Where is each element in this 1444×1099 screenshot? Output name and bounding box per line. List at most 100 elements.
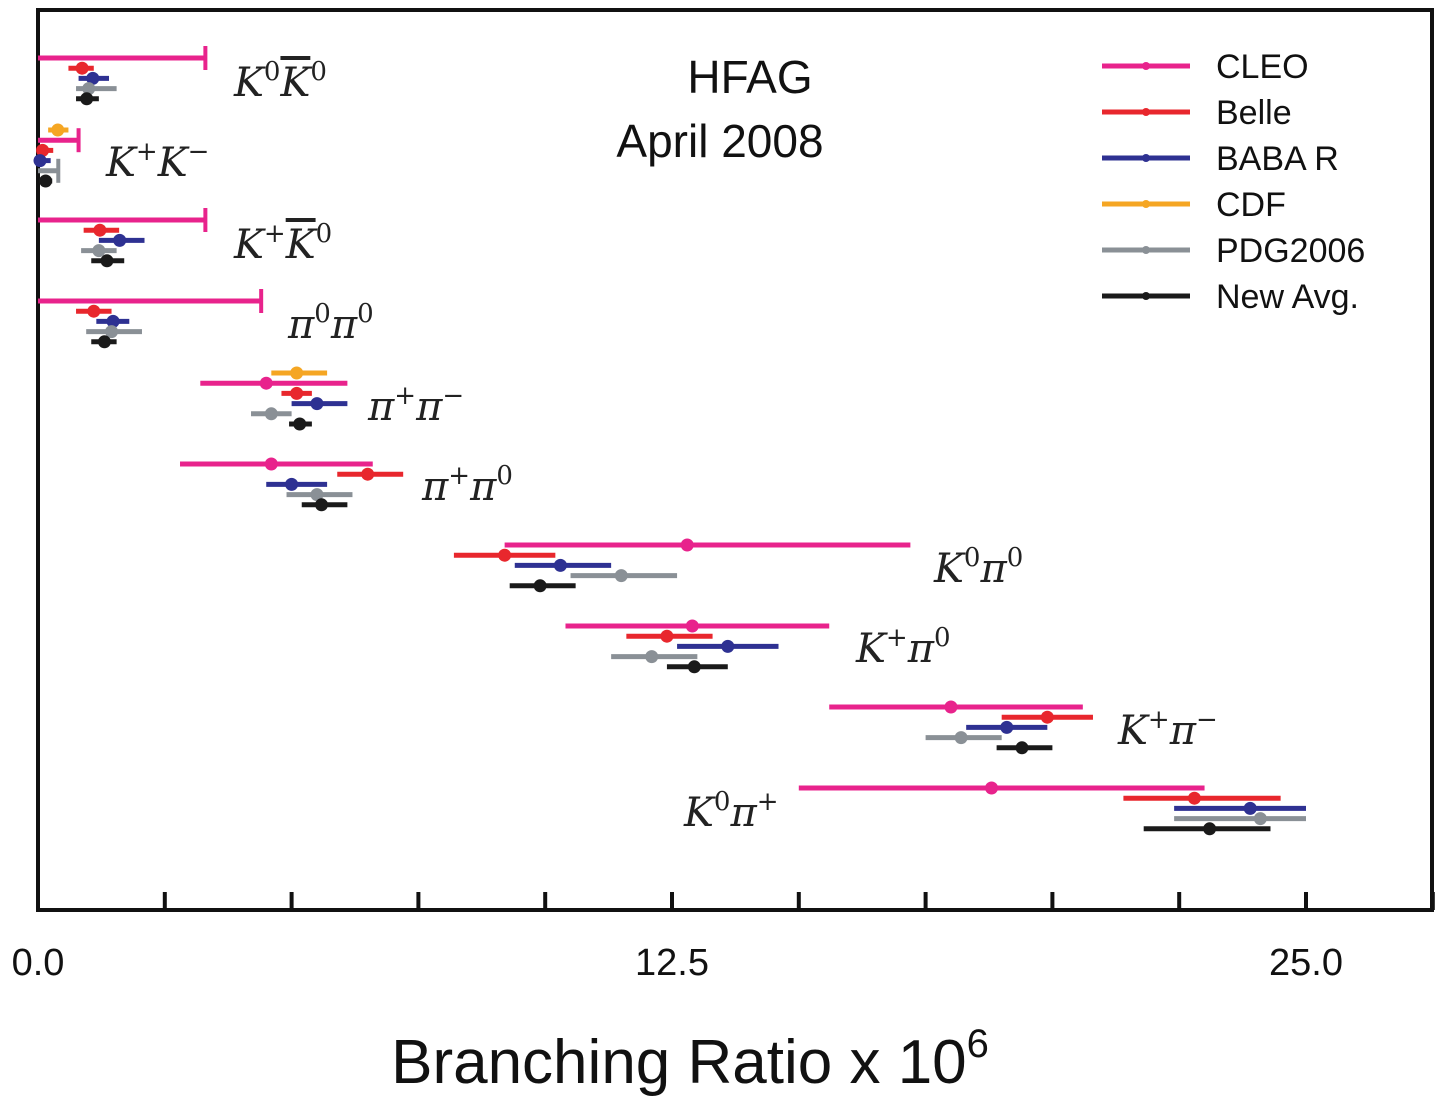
- mode-label-second-sup: 0: [1007, 543, 1024, 573]
- legend-item-cdf: CDF: [1102, 186, 1286, 224]
- error-bar-point: [533, 579, 547, 593]
- mode-label-base: K: [1117, 708, 1150, 754]
- error-bar-point: [87, 304, 101, 318]
- mode-label-second-sup: +: [757, 787, 779, 817]
- error-bar-baba-r: [98, 233, 145, 247]
- x-axis-title: Branching Ratio x 106: [391, 1022, 989, 1097]
- mode-label: K0K0: [233, 57, 327, 106]
- error-bar-point: [97, 335, 111, 349]
- mode-label-second: π: [330, 302, 358, 348]
- error-bar-point: [553, 558, 567, 572]
- mode-label: K+π0: [855, 623, 951, 672]
- error-bar-pdg2006: [86, 325, 142, 339]
- mode-label: K0π+: [683, 787, 779, 836]
- error-bar-pdg2006: [611, 650, 698, 664]
- error-bar-point: [100, 254, 114, 268]
- error-bar-point: [75, 61, 89, 75]
- error-bar-point: [1203, 822, 1217, 836]
- x-tick-label: 0.0: [12, 942, 65, 984]
- mode-label-second-sup: −: [1196, 705, 1218, 735]
- error-bar-baba-r: [96, 314, 130, 328]
- error-bar-belle: [68, 61, 94, 75]
- error-bar-point: [361, 467, 375, 481]
- error-bar-baba-r: [78, 71, 110, 85]
- mode-label-second: π: [469, 464, 497, 510]
- mode-label-second-sup: −: [188, 137, 210, 167]
- plot-border: [36, 8, 1434, 912]
- error-bar-baba-r: [291, 397, 348, 411]
- annotation-date: April 2008: [616, 115, 823, 167]
- mode-label-sup: 0: [714, 787, 731, 817]
- error-bar-belle: [337, 467, 404, 481]
- error-bar-baba-r: [514, 558, 612, 572]
- error-bar-point: [1187, 791, 1201, 805]
- error-bar-belle: [626, 629, 713, 643]
- mode-label-second: π: [1169, 708, 1197, 754]
- error-bar-point: [954, 731, 968, 745]
- error-bar-point: [1253, 812, 1267, 826]
- error-bar-point: [310, 397, 324, 411]
- error-bar-point: [1015, 741, 1029, 755]
- mode-label-sup: +: [886, 623, 908, 653]
- error-bar-point: [293, 417, 307, 431]
- legend-swatch-point: [1142, 292, 1150, 300]
- mode-label: π+π0: [421, 461, 513, 510]
- error-bar-pdg2006: [286, 488, 353, 502]
- error-bar-point: [985, 781, 999, 795]
- mode-label: K+π−: [1117, 705, 1218, 754]
- error-bar-point: [93, 223, 107, 237]
- error-bar-point: [680, 538, 694, 552]
- error-bar-point: [645, 650, 659, 664]
- mode-label-sup: +: [448, 461, 470, 491]
- mode-label-bar-sup: 0: [310, 57, 327, 87]
- error-bar-baba-r: [1174, 801, 1306, 815]
- error-bar-baba-r: [33, 154, 51, 168]
- mode-label-base: π: [287, 302, 315, 348]
- mode-label-bar: K: [285, 222, 318, 268]
- mode-label-sup: +: [394, 381, 416, 411]
- error-bar-point: [290, 366, 304, 380]
- mode-label: π0π0: [287, 299, 374, 348]
- error-bar-point: [290, 386, 304, 400]
- error-bar-cleo: [565, 619, 830, 633]
- legend-label: Belle: [1216, 94, 1292, 132]
- error-bar-belle: [1001, 710, 1093, 724]
- mode-label-bar-sup: 0: [316, 219, 333, 249]
- legend-swatch-point: [1142, 108, 1150, 116]
- error-bar-new-avg-: [39, 174, 53, 188]
- legend-label: PDG2006: [1216, 232, 1365, 270]
- legend-label: BABA R: [1216, 140, 1339, 178]
- error-bar-point: [33, 154, 47, 168]
- legend: CLEO Belle BABA R CDF PDG2006 New Avg.: [1102, 48, 1365, 316]
- error-bar-point: [687, 660, 701, 674]
- error-bar-new-avg-: [76, 92, 99, 106]
- error-bar-cleo: [38, 128, 81, 153]
- error-bar-point: [51, 123, 65, 137]
- error-bar-pdg2006: [1174, 812, 1306, 826]
- error-bar-baba-r: [677, 639, 779, 653]
- mode-label-base: K: [233, 222, 266, 268]
- annotation-hfag: HFAG: [687, 51, 812, 103]
- x-tick-label: 12.5: [635, 942, 709, 984]
- mode-label: π+π−: [367, 381, 464, 430]
- legend-item-cleo: CLEO: [1102, 48, 1309, 86]
- error-bar-new-avg-: [91, 254, 125, 268]
- mode-label-base: K: [233, 60, 266, 106]
- error-bar-new-avg-: [509, 579, 576, 593]
- error-bar-cleo: [504, 538, 911, 552]
- mode-label-base: K: [105, 140, 138, 186]
- mode-label-base: K: [683, 790, 716, 836]
- error-bar-belle: [1123, 791, 1281, 805]
- mode-label-base: K: [933, 546, 966, 592]
- error-bar-baba-r: [966, 720, 1048, 734]
- error-bar-cleo: [38, 208, 208, 232]
- error-bar-pdg2006: [251, 407, 292, 421]
- legend-label: CDF: [1216, 186, 1286, 224]
- error-bar-point: [106, 314, 120, 328]
- error-bar-point: [1243, 801, 1257, 815]
- mode-label: K+K0: [233, 219, 332, 268]
- mode-label-second-sup: 0: [496, 461, 513, 491]
- error-bar-belle: [83, 223, 120, 237]
- error-bar-belle: [453, 548, 556, 562]
- mode-label-sup: 0: [964, 543, 981, 573]
